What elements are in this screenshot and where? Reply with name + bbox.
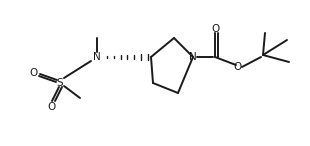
Text: N: N: [93, 52, 101, 62]
Text: N: N: [189, 52, 197, 62]
Text: O: O: [211, 24, 219, 34]
Text: O: O: [48, 102, 56, 112]
Text: S: S: [57, 78, 63, 88]
Text: O: O: [30, 68, 38, 78]
Text: O: O: [234, 62, 242, 72]
